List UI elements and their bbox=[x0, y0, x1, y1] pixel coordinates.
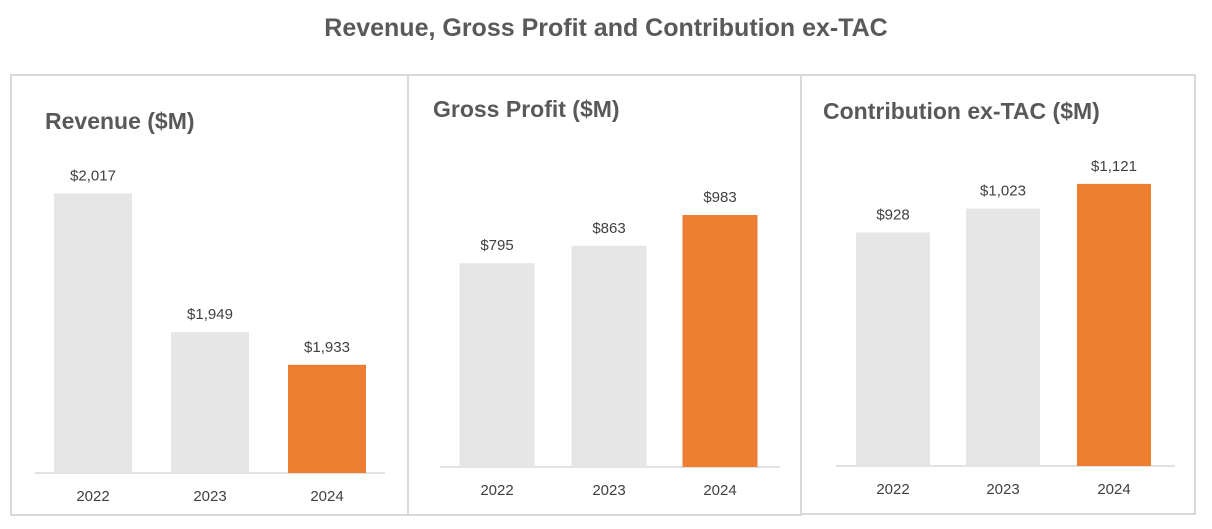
x-tick-label: 2023 bbox=[986, 481, 1019, 498]
data-label: $1,949 bbox=[187, 306, 233, 323]
x-tick-label: 2023 bbox=[592, 482, 625, 499]
bar-2024 bbox=[682, 214, 758, 467]
x-tick-label: 2024 bbox=[1097, 481, 1130, 498]
data-label: $863 bbox=[592, 220, 625, 237]
bar-2023 bbox=[571, 245, 647, 467]
bar-2022 bbox=[54, 193, 132, 473]
bar-2024 bbox=[1077, 183, 1151, 467]
main-title: Revenue, Gross Profit and Contribution e… bbox=[324, 14, 888, 42]
x-tick-label: 2022 bbox=[480, 482, 513, 499]
bar-2022 bbox=[856, 232, 930, 466]
data-label: $1,933 bbox=[304, 339, 350, 356]
contribution-panel bbox=[800, 74, 1196, 515]
bar-2023 bbox=[171, 332, 249, 473]
data-label: $795 bbox=[480, 237, 513, 254]
x-tick-label: 2023 bbox=[193, 488, 226, 505]
data-label: $1,121 bbox=[1091, 158, 1137, 175]
x-tick-label: 2022 bbox=[76, 488, 109, 505]
bar-2024 bbox=[288, 364, 366, 473]
bar-2023 bbox=[966, 208, 1040, 467]
revenue-title: Revenue ($M) bbox=[45, 108, 195, 134]
x-tick-label: 2024 bbox=[703, 482, 736, 499]
x-tick-label: 2024 bbox=[310, 488, 343, 505]
bar-2022 bbox=[459, 263, 535, 467]
data-label: $983 bbox=[703, 189, 736, 206]
data-label: $928 bbox=[876, 206, 909, 223]
data-label: $1,023 bbox=[980, 183, 1026, 200]
contribution-title: Contribution ex-TAC ($M) bbox=[823, 98, 1100, 124]
gross-profit-title: Gross Profit ($M) bbox=[433, 96, 620, 122]
data-label: $2,017 bbox=[70, 167, 116, 184]
x-tick-label: 2022 bbox=[876, 481, 909, 498]
